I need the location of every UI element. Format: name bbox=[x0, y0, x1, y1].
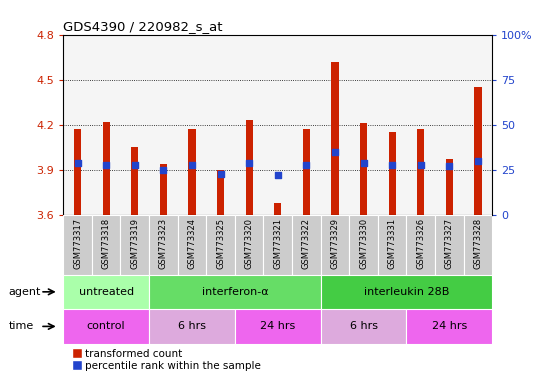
Bar bbox=[245, 120, 252, 215]
Bar bbox=[474, 87, 482, 215]
Text: GSM773330: GSM773330 bbox=[359, 218, 368, 269]
Bar bbox=[406, 309, 492, 344]
Bar bbox=[292, 215, 321, 275]
Point bbox=[188, 161, 196, 167]
Point bbox=[331, 149, 339, 155]
Bar bbox=[120, 215, 149, 275]
Bar bbox=[263, 215, 292, 275]
Bar bbox=[417, 129, 425, 215]
Text: 24 hrs: 24 hrs bbox=[260, 321, 295, 331]
Legend: transformed count, percentile rank within the sample: transformed count, percentile rank withi… bbox=[68, 344, 265, 375]
Bar bbox=[321, 275, 492, 309]
Bar bbox=[63, 215, 92, 275]
Bar bbox=[464, 215, 492, 275]
Bar bbox=[378, 215, 406, 275]
Text: GDS4390 / 220982_s_at: GDS4390 / 220982_s_at bbox=[63, 20, 223, 33]
Bar bbox=[446, 159, 453, 215]
Text: time: time bbox=[8, 321, 34, 331]
Bar bbox=[149, 215, 178, 275]
Bar bbox=[235, 309, 321, 344]
Point bbox=[73, 160, 82, 166]
Text: GSM773320: GSM773320 bbox=[245, 218, 254, 269]
Bar bbox=[331, 61, 338, 215]
Bar bbox=[206, 215, 235, 275]
Text: GSM773317: GSM773317 bbox=[73, 218, 82, 269]
Bar bbox=[360, 123, 367, 215]
Text: control: control bbox=[87, 321, 125, 331]
Bar bbox=[349, 215, 378, 275]
Bar bbox=[92, 215, 120, 275]
Text: GSM773325: GSM773325 bbox=[216, 218, 225, 269]
Bar bbox=[217, 170, 224, 215]
Text: 24 hrs: 24 hrs bbox=[432, 321, 467, 331]
Text: GSM773326: GSM773326 bbox=[416, 218, 425, 269]
Bar bbox=[274, 203, 281, 215]
Point bbox=[159, 167, 168, 173]
Bar bbox=[149, 275, 321, 309]
Bar bbox=[178, 215, 206, 275]
Text: GSM773318: GSM773318 bbox=[102, 218, 111, 269]
Text: interferon-α: interferon-α bbox=[201, 287, 268, 297]
Point bbox=[130, 161, 139, 167]
Bar bbox=[388, 132, 395, 215]
Text: GSM773319: GSM773319 bbox=[130, 218, 139, 269]
Point bbox=[216, 170, 225, 177]
Point bbox=[245, 160, 254, 166]
Bar bbox=[188, 129, 196, 215]
Bar bbox=[235, 215, 263, 275]
Point bbox=[302, 161, 311, 167]
Bar bbox=[63, 309, 149, 344]
Text: interleukin 28B: interleukin 28B bbox=[364, 287, 449, 297]
Bar bbox=[406, 215, 435, 275]
Bar bbox=[102, 122, 109, 215]
Point bbox=[445, 163, 454, 169]
Text: GSM773322: GSM773322 bbox=[302, 218, 311, 269]
Point bbox=[102, 161, 111, 167]
Text: GSM773324: GSM773324 bbox=[188, 218, 196, 269]
Text: GSM773323: GSM773323 bbox=[159, 218, 168, 269]
Bar bbox=[149, 309, 235, 344]
Bar bbox=[302, 129, 310, 215]
Point bbox=[273, 172, 282, 179]
Bar bbox=[435, 215, 464, 275]
Text: GSM773331: GSM773331 bbox=[388, 218, 397, 269]
Text: 6 hrs: 6 hrs bbox=[350, 321, 377, 331]
Bar bbox=[321, 309, 406, 344]
Text: GSM773327: GSM773327 bbox=[445, 218, 454, 269]
Point bbox=[388, 161, 397, 167]
Bar bbox=[74, 129, 81, 215]
Point bbox=[474, 158, 482, 164]
Text: 6 hrs: 6 hrs bbox=[178, 321, 206, 331]
Text: untreated: untreated bbox=[79, 287, 134, 297]
Point bbox=[359, 160, 368, 166]
Point bbox=[416, 161, 425, 167]
Text: GSM773329: GSM773329 bbox=[331, 218, 339, 269]
Text: agent: agent bbox=[8, 287, 41, 297]
Bar bbox=[63, 275, 149, 309]
Text: GSM773328: GSM773328 bbox=[474, 218, 482, 269]
Text: GSM773321: GSM773321 bbox=[273, 218, 282, 269]
Bar bbox=[321, 215, 349, 275]
Bar bbox=[131, 147, 139, 215]
Bar bbox=[160, 164, 167, 215]
